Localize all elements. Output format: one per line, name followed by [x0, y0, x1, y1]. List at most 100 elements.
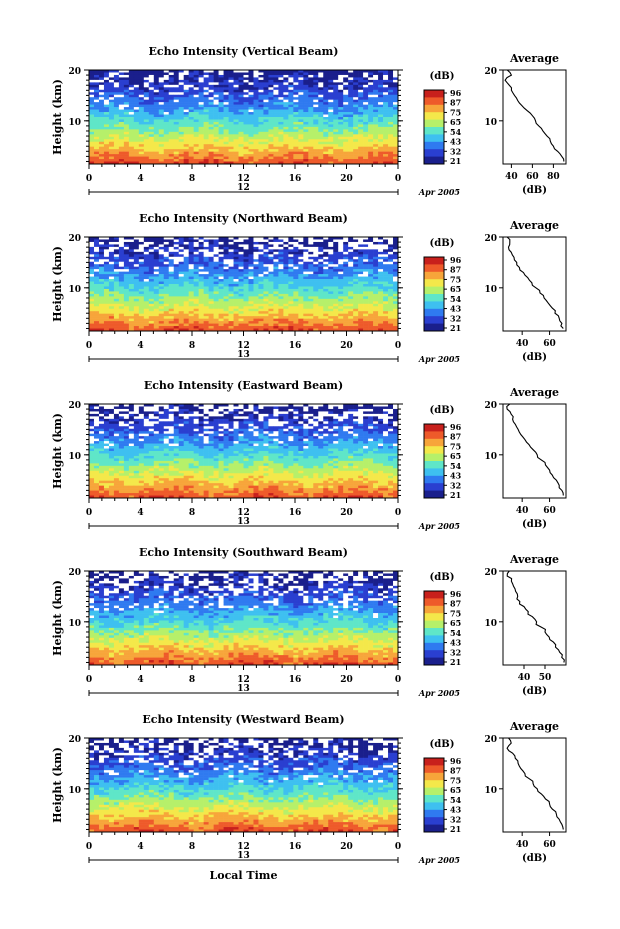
- heatmap-cell: [148, 246, 155, 250]
- heatmap-cell: [253, 261, 259, 265]
- heatmap-cell: [323, 301, 329, 305]
- heatmap-cell: [143, 326, 150, 329]
- heatmap-cell: [298, 296, 304, 300]
- heatmap-cell: [378, 246, 384, 250]
- heatmap-cell: [293, 298, 299, 302]
- colorbar-swatch: [424, 119, 444, 128]
- heatmap-cell: [333, 92, 339, 96]
- heatmap-cell: [198, 293, 204, 297]
- heatmap-cell: [393, 144, 399, 147]
- heatmap-cell: [258, 126, 264, 130]
- heatmap-cell: [248, 256, 254, 260]
- heatmap-cell: [89, 121, 95, 125]
- heatmap-cell: [348, 112, 354, 115]
- heatmap-cell: [373, 131, 379, 135]
- heatmap-cell: [293, 291, 299, 295]
- heatmap-cell: [288, 151, 294, 155]
- heatmap-cell: [183, 77, 189, 81]
- heatmap-cell: [283, 87, 289, 91]
- heatmap-cell: [89, 291, 95, 295]
- heatmap-cell: [163, 254, 170, 258]
- heatmap-cell: [298, 293, 304, 297]
- heatmap-cell: [273, 104, 279, 108]
- heatmap-cell: [358, 306, 364, 310]
- heatmap-cell: [138, 269, 145, 272]
- heatmap-cell: [323, 156, 329, 160]
- heatmap-cell: [288, 102, 294, 105]
- heatmap-cell: [353, 279, 359, 282]
- heatmap-cell: [203, 284, 209, 287]
- heatmap-cell: [373, 321, 379, 324]
- heatmap-cell: [263, 274, 269, 277]
- heatmap-cell: [313, 237, 319, 240]
- heatmap-cell: [178, 241, 184, 245]
- heatmap-cell: [333, 97, 339, 100]
- heatmap-cell: [303, 259, 309, 263]
- heatmap-cell: [373, 126, 379, 130]
- heatmap-cell: [158, 156, 165, 160]
- heatmap-cell: [278, 254, 284, 258]
- heatmap-cell: [173, 121, 180, 125]
- heatmap-cell: [258, 239, 264, 243]
- heatmap-cell: [388, 89, 394, 93]
- heatmap-cell: [173, 249, 180, 253]
- heatmap-cell: [238, 109, 244, 113]
- heatmap-cell: [338, 244, 344, 248]
- heatmap-cell: [318, 89, 324, 93]
- heatmap-cell: [333, 129, 339, 133]
- heatmap-cell: [333, 107, 339, 110]
- heatmap-cell: [338, 79, 344, 83]
- heatmap-cell: [233, 72, 239, 76]
- heatmap-cell: [393, 124, 399, 128]
- heatmap-cell: [163, 328, 170, 332]
- heatmap-cell: [188, 151, 194, 155]
- heatmap-cell: [138, 254, 145, 258]
- heatmap-cell: [293, 141, 299, 145]
- heatmap-cell: [178, 82, 184, 86]
- heatmap-cell: [263, 131, 269, 135]
- heatmap-cell: [253, 298, 259, 302]
- heatmap-cell: [308, 109, 314, 113]
- heatmap-cell: [183, 269, 189, 272]
- heatmap-cell: [213, 141, 219, 145]
- heatmap-cell: [148, 82, 155, 86]
- heatmap-cell: [158, 70, 165, 73]
- heatmap-cell: [258, 92, 264, 96]
- heatmap-cell: [333, 271, 339, 275]
- heatmap-cell: [313, 293, 319, 297]
- heatmap-cell: [363, 141, 369, 145]
- heatmap-cell: [223, 276, 229, 280]
- heatmap-cell: [148, 264, 155, 267]
- heatmap-cell: [318, 311, 324, 314]
- heatmap-cell: [163, 156, 170, 160]
- heatmap-cell: [253, 72, 259, 76]
- heatmap-cell: [228, 109, 234, 113]
- heatmap-cell: [368, 303, 374, 307]
- heatmap-cell: [243, 311, 249, 314]
- heatmap-cell: [108, 256, 115, 260]
- heatmap-cell: [233, 92, 239, 96]
- heatmap-cell: [288, 109, 294, 113]
- heatmap-cell: [188, 134, 194, 138]
- heatmap-cell: [238, 293, 244, 297]
- heatmap-cell: [388, 271, 394, 275]
- heatmap-cell: [98, 266, 105, 270]
- heatmap-cell: [213, 146, 219, 150]
- heatmap-cell: [368, 279, 374, 282]
- heatmap-cell: [213, 328, 219, 332]
- heatmap-cell: [133, 318, 140, 322]
- heatmap-cell: [188, 286, 194, 290]
- heatmap-cell: [278, 269, 284, 272]
- heatmap-cell: [233, 149, 239, 152]
- heatmap-cell: [393, 151, 399, 155]
- heatmap-cell: [378, 259, 384, 263]
- heatmap-cell: [378, 264, 384, 267]
- heatmap-cell: [348, 149, 354, 152]
- heatmap-cell: [213, 323, 219, 327]
- heatmap-cell: [153, 311, 160, 314]
- heatmap-cell: [138, 131, 145, 135]
- heatmap-cell: [358, 237, 364, 240]
- heatmap-cell: [278, 239, 284, 243]
- heatmap-cell: [258, 102, 264, 105]
- heatmap-cell: [123, 293, 130, 297]
